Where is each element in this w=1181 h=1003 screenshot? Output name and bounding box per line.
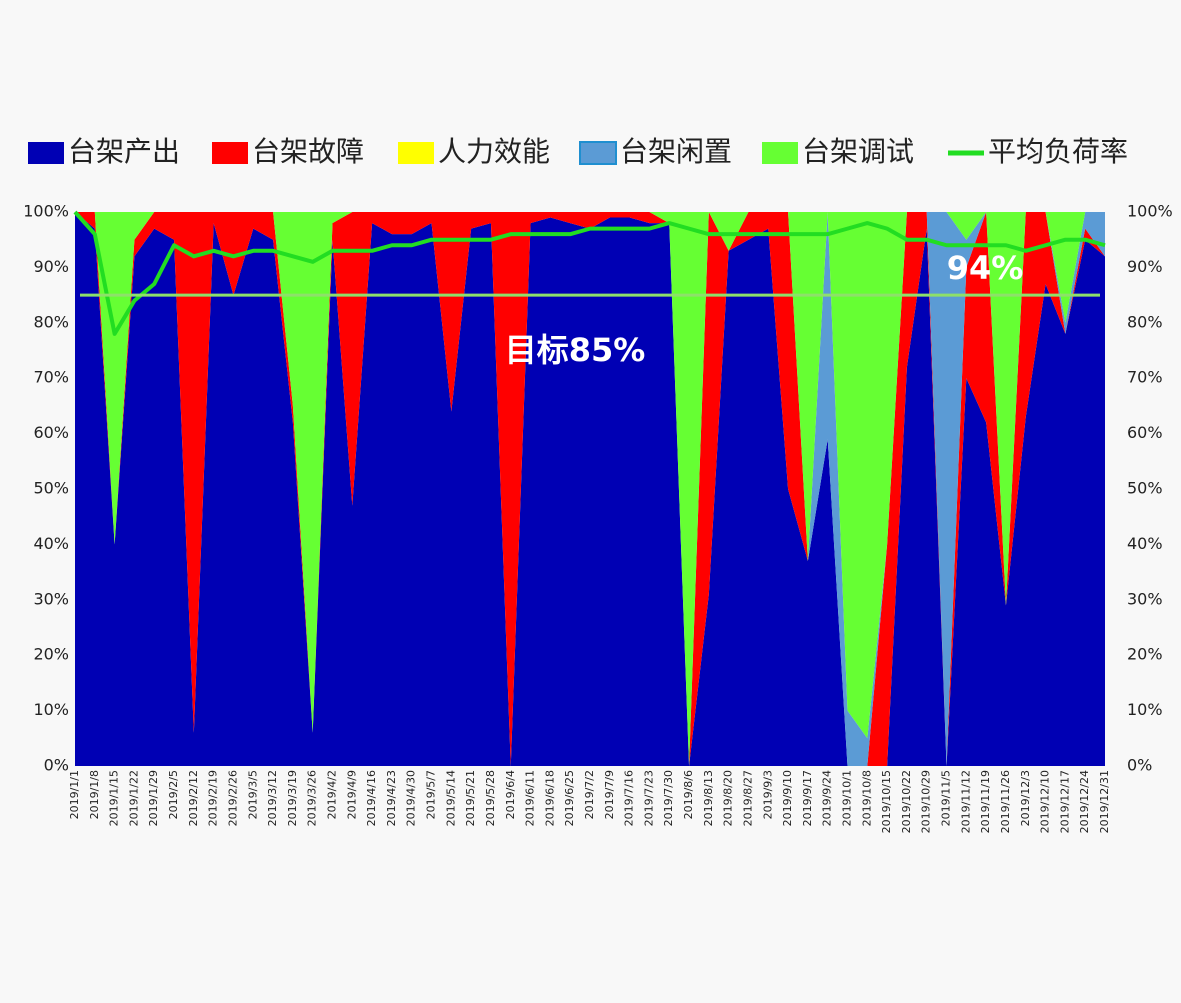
x-tick-label: 2019/12/17 [1058,770,1071,833]
y2-tick-label: 80% [1127,312,1163,331]
legend-label: 台架故障 [252,135,364,168]
y-tick-label: 90% [33,257,69,276]
y2-tick-label: 20% [1127,645,1163,664]
x-tick-label: 2019/12/10 [1039,770,1052,833]
x-tick-label: 2019/3/12 [266,770,279,826]
y2-tick-label: 60% [1127,423,1163,442]
area-4 [75,212,1105,766]
y2-tick-label: 90% [1127,257,1163,276]
x-tick-label: 2019/10/8 [860,770,873,826]
x-tick-label: 2019/1/8 [88,770,101,819]
x-tick-label: 2019/12/24 [1078,770,1091,833]
x-tick-label: 2019/8/6 [682,770,695,819]
x-tick-label: 2019/2/12 [187,770,200,826]
y-tick-label: 80% [33,312,69,331]
y2-tick-label: 30% [1127,589,1163,608]
x-tick-label: 2019/11/19 [979,770,992,833]
x-tick-label: 2019/8/13 [702,770,715,826]
x-tick-label: 2019/4/9 [345,770,358,819]
x-tick-label: 2019/5/7 [425,770,438,819]
x-tick-label: 2019/7/2 [583,770,596,819]
x-tick-label: 2019/8/20 [722,770,735,826]
y-tick-label: 30% [33,589,69,608]
x-tick-label: 2019/4/30 [405,770,418,826]
x-tick-label: 2019/12/31 [1098,770,1111,833]
x-tick-label: 2019/10/29 [920,770,933,833]
x-tick-label: 2019/3/5 [246,770,259,819]
x-tick-label: 2019/5/21 [464,770,477,826]
legend-swatch [212,142,248,164]
y-tick-label: 20% [33,645,69,664]
x-tick-label: 2019/11/12 [959,770,972,833]
legend-swatch [762,142,798,164]
target-label: 目标85% [505,331,646,369]
x-tick-label: 2019/2/26 [226,770,239,826]
legend-label: 台架产出 [68,135,180,168]
y-tick-label: 40% [33,534,69,553]
x-tick-label: 2019/6/18 [543,770,556,826]
x-tick-label: 2019/9/24 [821,770,834,826]
x-tick-label: 2019/4/2 [326,770,339,819]
x-tick-label: 2019/12/3 [1019,770,1032,826]
load-line [73,210,1106,336]
y-tick-label: 70% [33,368,69,387]
x-tick-label: 2019/7/23 [642,770,655,826]
x-tick-label: 2019/1/15 [108,770,121,826]
x-tick-label: 2019/6/25 [563,770,576,826]
legend-label: 平均负荷率 [988,135,1128,168]
x-tick-label: 2019/2/19 [207,770,220,826]
y2-tick-label: 100% [1127,202,1173,221]
y-tick-label: 50% [33,479,69,498]
legend-label: 台架闲置 [620,135,732,168]
area-1 [75,212,1105,766]
x-tick-label: 2019/10/1 [841,770,854,826]
x-tick-label: 2019/7/9 [603,770,616,819]
y-tick-label: 0% [44,756,69,775]
x-tick-label: 2019/1/1 [68,770,81,819]
x-tick-label: 2019/7/30 [662,770,675,826]
x-tick-label: 2019/3/26 [306,770,319,826]
y-tick-label: 60% [33,423,69,442]
x-tick-label: 2019/9/10 [781,770,794,826]
legend-label: 台架调试 [802,135,914,168]
legend-label: 人力效能 [438,135,550,168]
x-tick-label: 2019/1/22 [127,770,140,826]
y2-tick-label: 40% [1127,534,1163,553]
x-tick-label: 2019/10/15 [880,770,893,833]
y-tick-label: 10% [33,700,69,719]
area-0 [75,212,1105,766]
end-label: 94% [947,249,1024,287]
x-tick-label: 2019/9/17 [801,770,814,826]
x-tick-label: 2019/4/16 [365,770,378,826]
x-tick-label: 2019/8/27 [741,770,754,826]
x-tick-label: 2019/6/4 [504,770,517,819]
y2-tick-label: 50% [1127,479,1163,498]
x-tick-label: 2019/1/29 [147,770,160,826]
x-tick-label: 2019/5/28 [484,770,497,826]
x-tick-label: 2019/5/14 [444,770,457,826]
legend-swatch [398,142,434,164]
x-tick-label: 2019/11/26 [999,770,1012,833]
x-tick-label: 2019/6/11 [524,770,537,826]
x-tick-label: 2019/3/19 [286,770,299,826]
x-tick-label: 2019/2/5 [167,770,180,819]
y2-tick-label: 70% [1127,368,1163,387]
x-tick-label: 2019/11/5 [940,770,953,826]
y2-tick-label: 0% [1127,756,1152,775]
legend-swatch [28,142,64,164]
x-tick-label: 2019/7/16 [623,770,636,826]
y2-tick-label: 10% [1127,700,1163,719]
legend-swatch [579,141,617,165]
y-tick-label: 100% [23,202,69,221]
x-tick-label: 2019/4/23 [385,770,398,826]
x-tick-label: 2019/9/3 [761,770,774,819]
x-tick-label: 2019/10/22 [900,770,913,833]
